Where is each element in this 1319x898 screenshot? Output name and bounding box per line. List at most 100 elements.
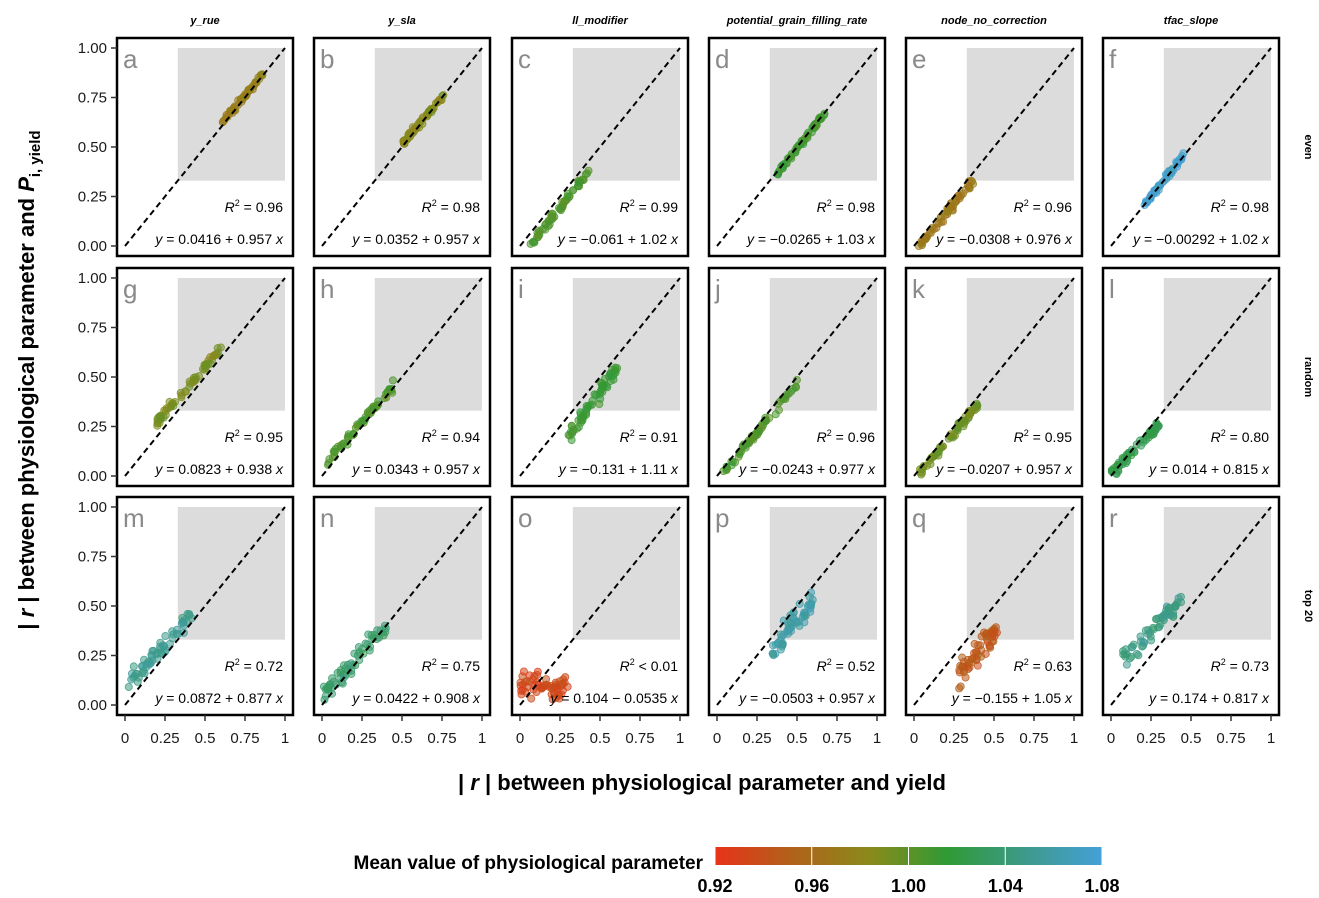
data-point [955,684,964,693]
shaded-region [572,278,680,411]
data-point [324,685,333,694]
data-point [595,400,604,409]
y-tick-label: 1.00 [78,499,107,516]
x-tick-label: 0.25 [545,730,574,747]
x-tick-label: 0.75 [625,730,654,747]
data-point [765,414,774,423]
equation-label: y = −0.131 + 1.11 x [558,461,679,477]
data-point [363,408,372,417]
equation-label: y = 0.0422 + 0.908 x [351,690,481,706]
data-point [381,627,390,636]
panel-f: f R2 = 0.98 y = −0.00292 + 1.02 x [1101,36,1281,258]
identity-line [1110,47,1272,247]
identity-line [913,506,1075,706]
data-point [784,629,793,638]
row-title-random: random [1302,357,1314,398]
equation-label: y = −0.0308 + 0.976 x [935,231,1073,247]
identity-line [321,47,483,247]
data-point [169,402,178,411]
column-title-y_rue: y_rue [189,15,219,27]
column-title-potential_grain_filling_rate: potential_grain_filling_rate [726,15,868,27]
r-squared-label: R2 = 0.80 [1211,428,1270,445]
y-tick-label: 0.75 [78,320,107,337]
colorbar-tick-label: 1.00 [891,876,926,896]
data-point [124,682,133,691]
panel-g: g R2 = 0.95 y = 0.0823 + 0.938 x 0.00 0.25 0.… [78,266,295,488]
data-point [354,643,363,652]
panel-frame [707,266,887,488]
data-point [611,363,620,372]
equation-label: y = 0.0352 + 0.957 x [351,231,481,247]
x-tick-label: 0.25 [939,730,968,747]
data-point [783,618,792,627]
panel-p: p R2 = 0.52 y = −0.0503 + 0.957 x 0 0.25 0.5 0… [707,495,887,747]
identity-line [913,47,1075,247]
data-point [1166,166,1175,175]
data-point [965,410,974,419]
data-point [607,371,616,380]
data-point [519,667,528,676]
identity-line [716,277,878,477]
data-point [364,630,373,639]
panel-letter: f [1109,44,1117,74]
r-squared-label: R2 = 0.63 [1014,657,1073,674]
x-tick-label: 0 [910,730,918,747]
data-point [177,393,186,402]
data-point [1122,660,1131,669]
x-tick-label: 1 [478,730,486,747]
data-point [795,621,804,630]
panel-letter: l [1109,274,1115,304]
identity-line [124,506,286,706]
panel-k: k R2 = 0.95 y = −0.0207 + 0.957 x [904,266,1084,488]
data-point [1174,594,1183,603]
panel-h: h R2 = 0.94 y = 0.0343 + 0.957 x [312,266,492,488]
data-point [934,451,943,460]
x-tick-label: 0.5 [984,730,1005,747]
data-point [1147,636,1156,645]
data-point [195,372,204,381]
r-squared-label: R2 = 0.73 [1211,657,1270,674]
data-point [138,661,147,670]
r-squared-label: R2 = 0.95 [225,428,284,445]
data-point [1171,602,1180,611]
x-tick-label: 0 [516,730,524,747]
data-point [517,690,526,699]
data-point [956,661,965,670]
r-squared-label: R2 = 0.98 [817,198,876,215]
x-tick-label: 1 [676,730,684,747]
colorbar-tick-label: 1.08 [1084,876,1119,896]
identity-line [321,506,483,706]
x-tick-label: 0.5 [392,730,413,747]
x-tick-label: 0.75 [1216,730,1245,747]
r-squared-label: R2 = 0.98 [422,198,481,215]
colorbar-tick-label: 0.92 [697,876,732,896]
data-point [988,629,997,638]
data-point [553,685,562,694]
equation-label: y = 0.0416 + 0.957 x [154,231,284,247]
panel-grid: y_rue y_sla ll_modifier potential_grain_fil… [78,15,1314,747]
points-p [768,588,817,660]
x-tick-label: 0 [318,730,326,747]
r-squared-label: R2 = 0.99 [620,198,679,215]
colorbar-title: Mean value of physiological parameter [354,853,704,874]
x-tick-label: 0 [1107,730,1115,747]
points-g [153,343,225,430]
data-point [1140,638,1149,647]
points-c [526,166,593,248]
r-squared-label: R2 = 0.98 [1211,198,1270,215]
data-point [572,424,581,433]
identity-line [124,47,286,247]
data-point [977,652,986,661]
equation-label: y = 0.014 + 0.815 x [1148,461,1270,477]
identity-line [1110,506,1272,706]
data-point [776,645,785,654]
data-point [256,71,265,80]
colorbar-ticks: 0.92 0.96 1.00 1.04 1.08 [697,847,1120,896]
data-point [210,350,219,359]
data-point [132,670,141,679]
data-point [532,688,541,697]
data-point [958,653,967,662]
identity-line [124,277,286,477]
equation-label: y = −0.155 + 1.05 x [951,690,1073,706]
colorbar-tick-label: 0.96 [794,876,829,896]
